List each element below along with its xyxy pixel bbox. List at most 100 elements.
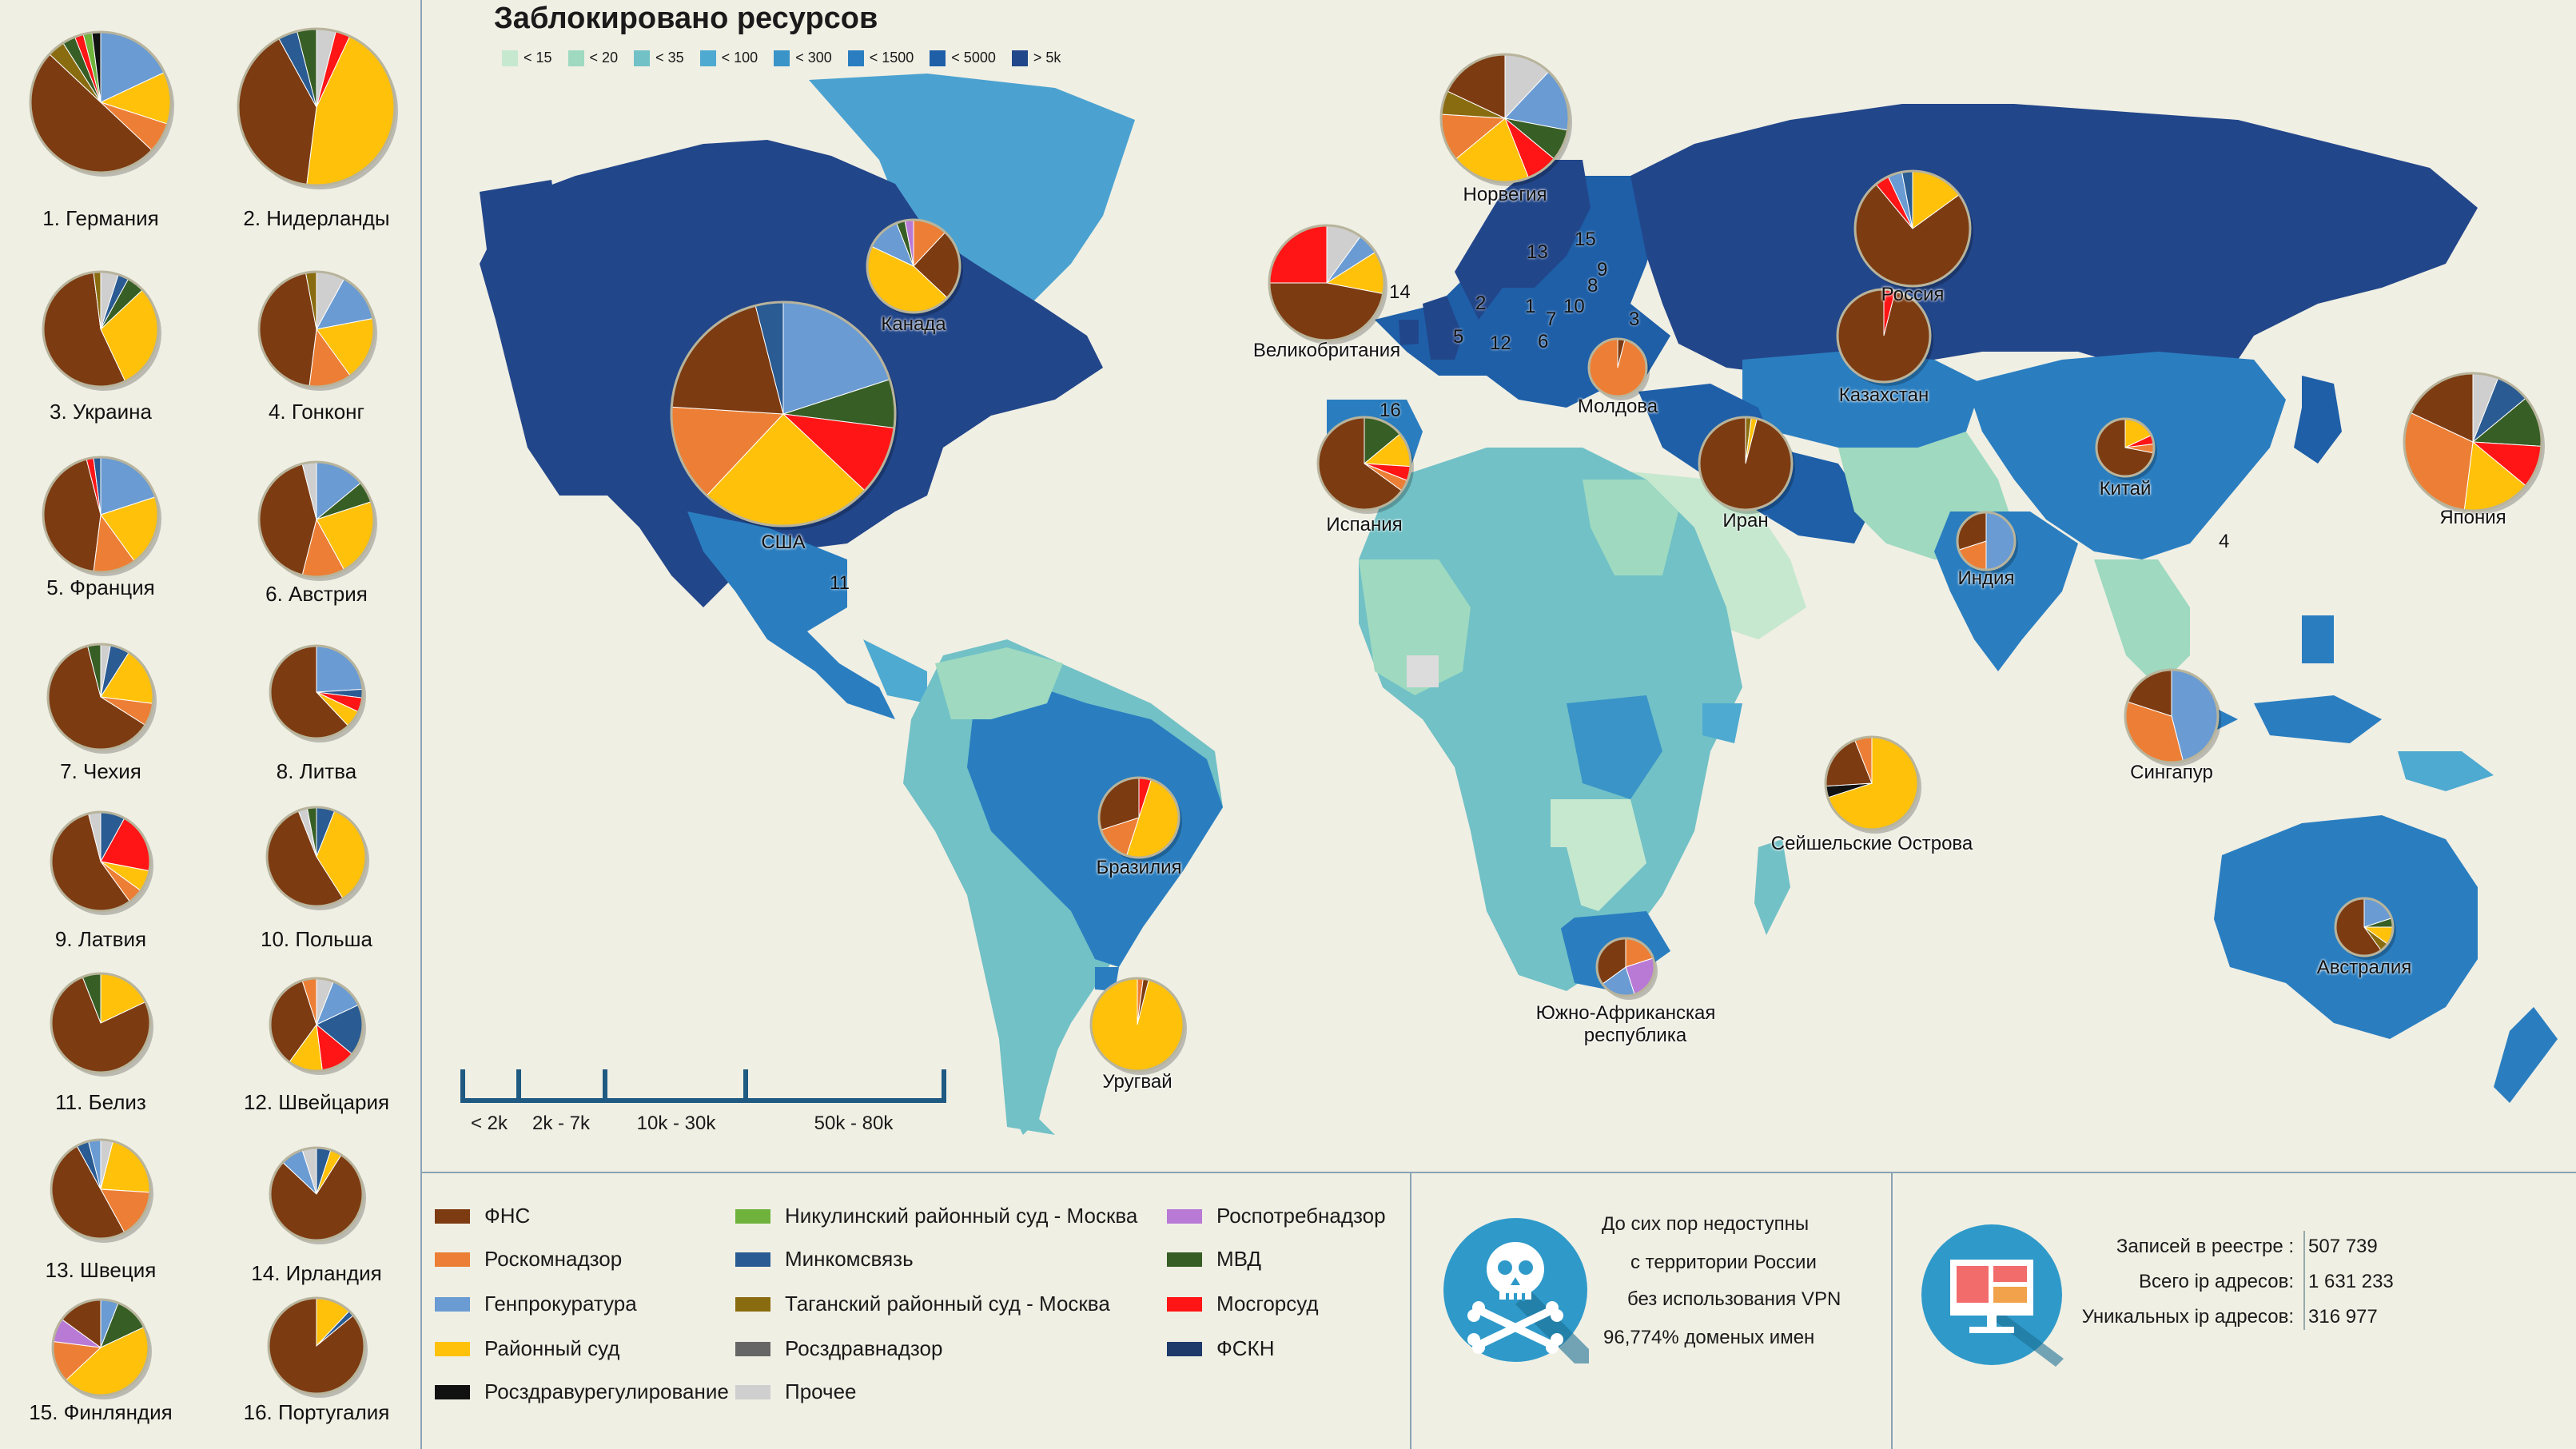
label-seychelles: Сейшельские Острова — [1770, 833, 1973, 854]
pie-uk — [1268, 224, 1388, 344]
bin-item: < 1500 — [847, 50, 914, 66]
side-pie-label: 4. Гонконг — [268, 400, 365, 424]
legend-label: Минкомсвязь — [785, 1247, 914, 1271]
pie-usa — [670, 301, 898, 530]
bottom-separator-1 — [1410, 1173, 1411, 1449]
map-num-10: 10 — [1563, 296, 1585, 317]
label-spain: Испания — [1326, 514, 1403, 535]
legend-label: Роскомнадзор — [484, 1247, 623, 1271]
pie-iran — [1698, 416, 1795, 514]
stats-label: Всего ip адресов: — [2138, 1271, 2294, 1292]
legend-swatch — [735, 1252, 770, 1267]
pie-slice — [1268, 282, 1384, 341]
bin-label: < 100 — [721, 50, 758, 66]
stats-divider — [2303, 1231, 2305, 1330]
side-pie-label: 11. Белиз — [55, 1090, 146, 1114]
bin-label: > 5k — [1033, 50, 1061, 66]
side-pie-7 — [46, 643, 157, 754]
label-south-africa-1: Южно-Африканская — [1535, 1002, 1716, 1024]
side-pie-label: 9. Латвия — [54, 927, 147, 951]
map-num-2: 2 — [1475, 293, 1487, 314]
legend-label: Мосгорсуд — [1216, 1292, 1319, 1316]
pie-japan — [2403, 372, 2545, 515]
side-pie-3 — [42, 270, 161, 391]
scale-label-2: 2k - 7k — [532, 1113, 591, 1134]
label-russia: Россия — [1881, 284, 1945, 305]
map-num-12: 12 — [1490, 332, 1511, 354]
legend-item: ФСКН — [1167, 1336, 1274, 1361]
pie-moldova — [1587, 337, 1650, 400]
legend-item: Росздравурегулирование — [435, 1379, 729, 1404]
legend-item: Районный суд — [435, 1336, 619, 1361]
bin-swatch — [930, 50, 946, 66]
map-num-15: 15 — [1575, 229, 1596, 250]
info-line-2: с территории России — [1630, 1252, 1817, 1273]
info-line-1: До сих пор недоступны — [1602, 1213, 1810, 1235]
map-num-6: 6 — [1538, 331, 1549, 352]
legend-label: Никулинский районный суд - Москва — [785, 1204, 1138, 1228]
pie-india — [1956, 511, 2018, 574]
legend-item: МВД — [1167, 1247, 1261, 1272]
legend-label: Росздравурегулирование — [484, 1379, 729, 1403]
label-norway: Норвегия — [1463, 184, 1547, 205]
scale-label-4: 50k - 80k — [814, 1113, 894, 1134]
legend-swatch — [435, 1384, 470, 1399]
pie-brazil — [1097, 776, 1182, 862]
legend-item: ФНС — [435, 1204, 530, 1228]
bin-item: < 15 — [502, 50, 552, 66]
legend-label: Роспотребнадзор — [1216, 1204, 1386, 1228]
stats-value: 507 739 — [2308, 1236, 2378, 1257]
side-pie-4 — [257, 270, 377, 391]
bin-swatch — [1011, 50, 1028, 66]
legend-swatch — [735, 1208, 770, 1224]
bin-swatch — [502, 50, 518, 66]
side-pie-6 — [257, 460, 377, 581]
map-num-9: 9 — [1597, 259, 1608, 281]
side-pie-label: 13. Швеция — [45, 1258, 157, 1282]
side-pie-label: 14. Ирландия — [251, 1261, 382, 1285]
pie-spain — [1316, 416, 1414, 514]
legend-item: Роспотребнадзор — [1167, 1204, 1386, 1228]
bin-label: < 20 — [589, 50, 619, 66]
label-brazil: Бразилия — [1096, 857, 1182, 878]
bin-label: < 15 — [524, 50, 552, 66]
bin-swatch — [774, 50, 790, 66]
stats-label: Уникальных ip адресов: — [2081, 1306, 2294, 1328]
stats-value: 316 977 — [2308, 1306, 2378, 1328]
legend-swatch — [435, 1252, 470, 1267]
label-japan: Япония — [2439, 507, 2506, 528]
legend-swatch — [735, 1384, 770, 1399]
pie-uruguay — [1089, 977, 1187, 1075]
legend-swatch — [1167, 1208, 1202, 1224]
bin-item: < 100 — [699, 50, 758, 66]
map-num-14: 14 — [1389, 281, 1411, 303]
side-pie-12 — [269, 977, 366, 1075]
pie-russia — [1853, 169, 1973, 290]
color-bins-legend: < 15 < 20 < 35 < 100 < 300 < 1500 < 5000 > 5k — [502, 50, 1061, 66]
side-pie-15 — [51, 1298, 152, 1399]
map-num-11: 11 — [830, 572, 850, 594]
map-num-3: 3 — [1629, 309, 1640, 330]
pie-norway — [1439, 53, 1572, 186]
scale-label-1: < 2k — [470, 1113, 508, 1134]
stats-label: Записей в реестре : — [2116, 1236, 2294, 1257]
bin-item: > 5k — [1011, 50, 1061, 66]
computer-monitor-icon — [1921, 1224, 2064, 1367]
side-pie-1 — [29, 30, 174, 177]
side-pie-13 — [50, 1138, 153, 1243]
pie-slice — [258, 272, 317, 387]
label-south-africa-2: республика — [1583, 1025, 1687, 1046]
legend-item: Таганский районный суд - Москва — [735, 1292, 1110, 1316]
bin-swatch — [634, 50, 651, 66]
map-num-7: 7 — [1546, 309, 1557, 330]
legend-swatch — [435, 1296, 470, 1312]
label-canada: Канада — [881, 313, 946, 335]
side-pie-label: 16. Португалия — [243, 1400, 390, 1424]
map-num-5: 5 — [1453, 326, 1464, 348]
legend-item: Никулинский районный суд - Москва — [735, 1204, 1137, 1228]
pie-australia — [2334, 897, 2396, 960]
label-iran: Иран — [1722, 510, 1769, 531]
bin-label: < 5000 — [951, 50, 996, 66]
side-pie-5 — [42, 456, 161, 576]
bin-swatch — [567, 50, 584, 66]
